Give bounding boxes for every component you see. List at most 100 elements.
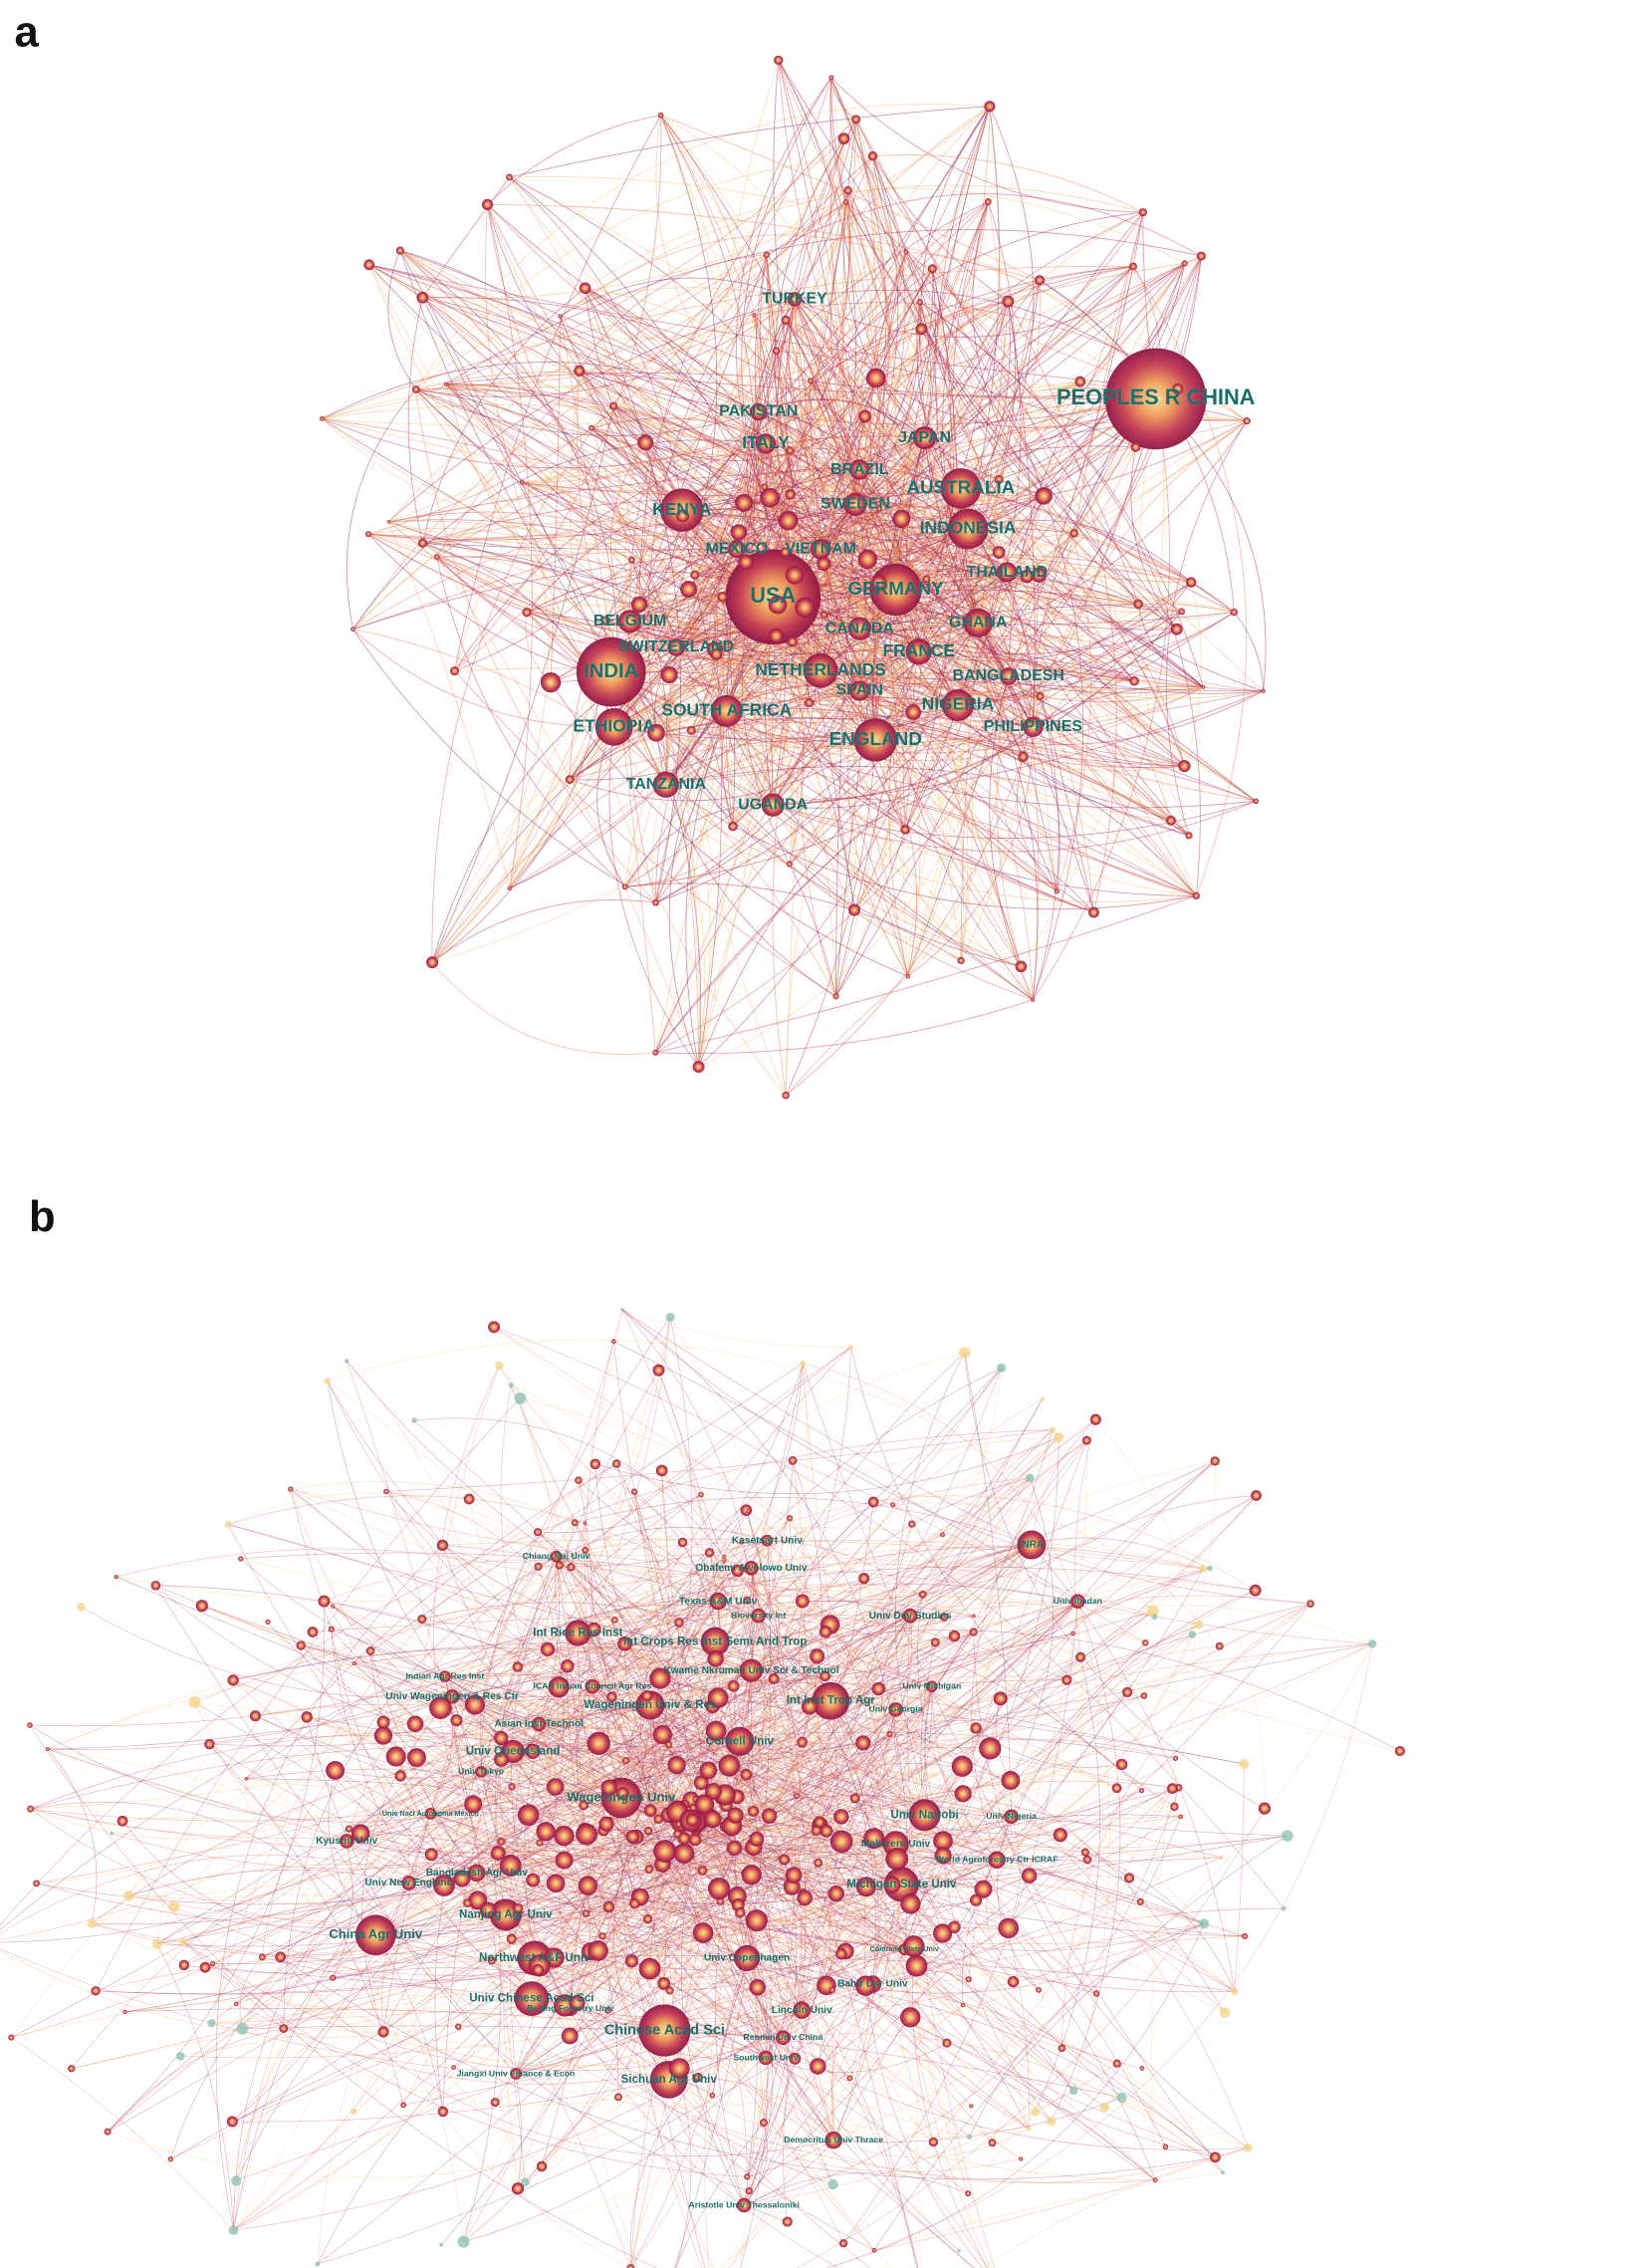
node: [772, 347, 781, 355]
edge: [624, 710, 728, 887]
node: [637, 434, 654, 451]
node: [843, 492, 867, 516]
node: [279, 2024, 289, 2033]
edge: [957, 661, 1204, 706]
node: [1199, 1565, 1207, 1573]
edge: [463, 1830, 697, 2242]
edge: [1234, 1763, 1245, 1992]
edge: [621, 1309, 1311, 1605]
edge: [758, 411, 860, 470]
node: [437, 2106, 449, 2118]
edge: [1184, 582, 1202, 767]
edge: [570, 702, 810, 781]
edge: [591, 1363, 804, 1687]
node: [234, 2001, 239, 2006]
node-label: BRAZIL: [830, 461, 889, 478]
node: [110, 1831, 115, 1836]
edge: [733, 1568, 754, 1686]
node: [1172, 382, 1184, 394]
edge: [610, 671, 1197, 902]
edge: [715, 1593, 1146, 1659]
node: [620, 1308, 624, 1312]
edge: [421, 1602, 825, 1677]
node: [843, 186, 852, 195]
edge: [399, 250, 1008, 573]
edge: [751, 1501, 874, 1569]
edge: [830, 1903, 911, 2141]
edge: [283, 1556, 557, 2029]
node-label: Asian Inst Technol: [494, 1719, 584, 1730]
edge: [509, 176, 959, 706]
node: [755, 433, 777, 454]
node: [1138, 208, 1147, 217]
edge: [698, 528, 969, 1068]
edge: [751, 1460, 1216, 1671]
node: [832, 993, 839, 1000]
edge: [445, 229, 1202, 385]
node: [927, 264, 937, 274]
edge: [1008, 1816, 1021, 1928]
edge: [772, 596, 1022, 967]
node: [228, 2225, 239, 2235]
edge: [820, 622, 979, 671]
edge: [604, 487, 961, 622]
edge: [585, 288, 681, 903]
edge: [422, 297, 959, 706]
edge: [430, 1813, 648, 1919]
edge: [712, 1709, 896, 2096]
node: [653, 1814, 663, 1824]
edge: [794, 526, 969, 576]
edge: [772, 251, 907, 598]
node: [785, 566, 805, 585]
node: [900, 1893, 921, 1914]
edge: [772, 804, 1034, 1001]
edge: [570, 739, 876, 802]
edge: [794, 299, 959, 706]
node: [1053, 1828, 1067, 1843]
node: [885, 1847, 909, 1871]
edge: [726, 628, 860, 712]
node: [1031, 997, 1036, 1002]
edge: [570, 371, 787, 1097]
edge: [30, 1741, 740, 1839]
edge: [746, 1700, 838, 2177]
edge: [746, 1642, 1146, 1959]
edge: [591, 1678, 775, 1695]
edge: [769, 497, 1009, 677]
edge: [960, 488, 1264, 692]
edge: [675, 549, 738, 648]
edge: [240, 1552, 911, 1617]
edge: [783, 2010, 803, 2222]
node: [847, 617, 871, 640]
edge: [579, 368, 1000, 480]
node: [582, 1909, 590, 1917]
edge: [501, 1841, 663, 1865]
edge: [422, 106, 991, 300]
edge: [766, 254, 1022, 967]
edge: [918, 651, 1185, 767]
edge: [847, 190, 890, 470]
node: [547, 1778, 565, 1796]
edge: [690, 1820, 1222, 1859]
node: [1023, 716, 1044, 737]
edge: [675, 437, 925, 648]
edge: [873, 1835, 1289, 2251]
edge: [785, 320, 979, 624]
edge: [823, 251, 907, 565]
edge: [307, 1716, 902, 1886]
edge: [1073, 212, 1144, 534]
edge: [578, 1542, 683, 1634]
edge: [382, 1470, 663, 2033]
edge: [1072, 1601, 1110, 2092]
edge: [918, 552, 1000, 652]
edge: [445, 383, 1008, 575]
edge: [613, 596, 723, 728]
edge: [712, 1819, 834, 2141]
node: [1258, 1802, 1272, 1815]
edge: [240, 1558, 651, 1706]
edge: [422, 297, 969, 530]
node: [436, 1539, 449, 1552]
node: [940, 468, 982, 509]
edge: [845, 201, 1178, 630]
edge: [691, 721, 1172, 822]
